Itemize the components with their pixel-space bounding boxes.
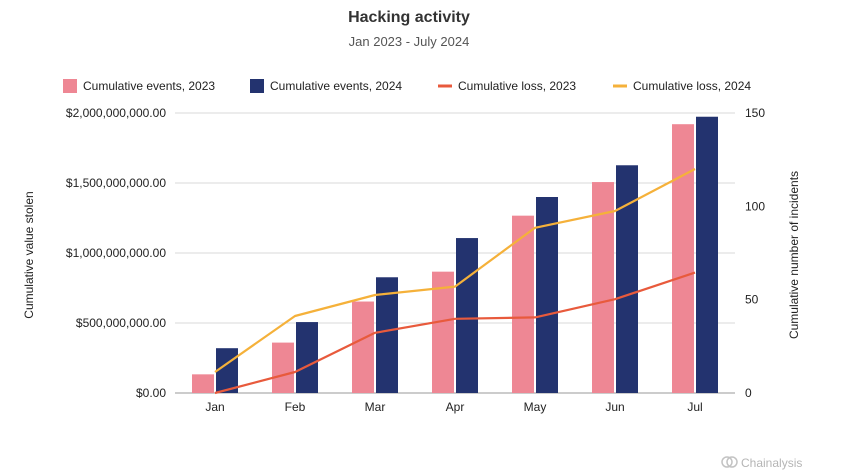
y-tick-right: 50: [745, 293, 759, 307]
bar: [672, 124, 694, 393]
right-axis-ticks: 0 50 100 150: [745, 106, 765, 400]
x-tick: Jun: [605, 400, 624, 414]
y-axis-title-right: Cumulative number of incidents: [787, 171, 801, 339]
watermark-brand: Chainalysis: [741, 456, 802, 470]
chart-subtitle: Jan 2023 - July 2024: [349, 34, 470, 49]
legend-label: Cumulative loss, 2024: [633, 79, 751, 93]
legend-label: Cumulative events, 2024: [270, 79, 402, 93]
y-tick-left: $0.00: [136, 386, 166, 400]
bar: [512, 215, 534, 393]
y-tick-right: 100: [745, 199, 765, 213]
x-tick: Mar: [365, 400, 386, 414]
legend-label: Cumulative events, 2023: [83, 79, 215, 93]
lines: [214, 168, 696, 395]
y-tick-left: $1,000,000,000.00: [66, 246, 166, 260]
bar: [536, 197, 558, 393]
y-tick-left: $1,500,000,000.00: [66, 176, 166, 190]
y-tick-right: 150: [745, 106, 765, 120]
legend-swatch: [250, 79, 264, 93]
y-tick-left: $500,000,000.00: [76, 316, 166, 330]
legend-swatch: [63, 79, 77, 93]
chainalysis-logo-icon: [721, 456, 738, 468]
x-tick: May: [524, 400, 547, 414]
y-axis-title-left: Cumulative value stolen: [22, 191, 36, 318]
bar: [296, 322, 318, 393]
bar: [192, 374, 214, 393]
bar: [352, 301, 374, 393]
series-line: [214, 271, 696, 395]
y-tick-right: 0: [745, 386, 752, 400]
gridlines: [175, 112, 735, 394]
x-axis-ticks: Jan Feb Mar Apr May Jun Jul: [205, 400, 702, 414]
bar: [456, 238, 478, 393]
x-tick: Jul: [687, 400, 702, 414]
x-tick: Jan: [205, 400, 224, 414]
bars: [192, 116, 718, 393]
bar: [216, 348, 238, 393]
watermark: Chainalysis: [721, 456, 802, 470]
legend: Cumulative events, 2023 Cumulative events…: [63, 79, 751, 93]
bar: [376, 277, 398, 393]
x-tick: Apr: [446, 400, 465, 414]
x-tick: Feb: [285, 400, 306, 414]
bar: [616, 165, 638, 393]
y-tick-left: $2,000,000,000.00: [66, 106, 166, 120]
series-line: [214, 168, 696, 373]
left-axis-ticks: $0.00 $500,000,000.00 $1,000,000,000.00 $1,…: [66, 106, 166, 400]
legend-label: Cumulative loss, 2023: [458, 79, 576, 93]
bar: [432, 271, 454, 393]
bar: [696, 116, 718, 393]
bar: [592, 182, 614, 393]
chart-title: Hacking activity: [348, 9, 470, 26]
bar: [272, 342, 294, 393]
